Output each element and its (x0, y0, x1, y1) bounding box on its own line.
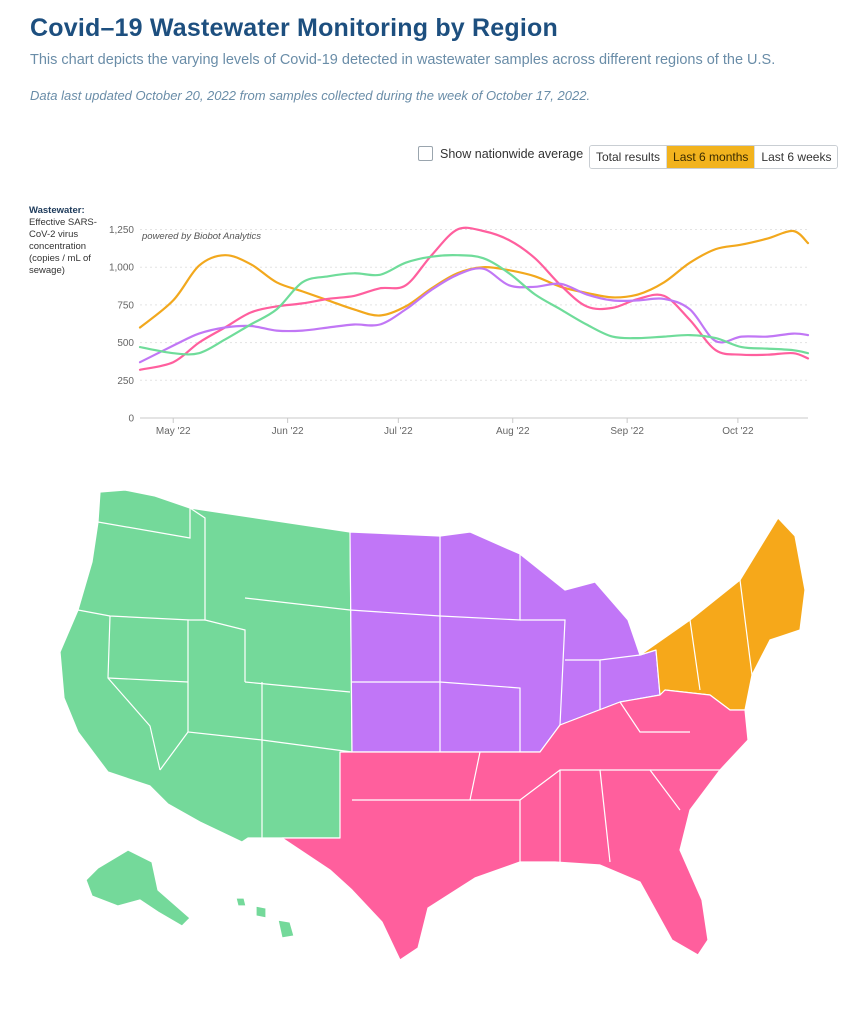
chart-series (138, 226, 810, 371)
chart-gridlines (140, 229, 808, 419)
state-borders (77, 507, 753, 863)
nationwide-average-toggle[interactable]: Show nationwide average (418, 146, 583, 161)
x-tick-label: Jul '22 (384, 426, 413, 437)
northeast-region[interactable] (639, 517, 806, 711)
south-region[interactable] (281, 689, 749, 961)
x-tick-label: Jun '22 (272, 426, 304, 437)
y-axis-label: Wastewater: Effective SARS-CoV-2 virus c… (29, 205, 101, 277)
alaska[interactable] (85, 849, 191, 927)
y-axis-label-text: Effective SARS-CoV-2 virus concentration… (29, 217, 97, 276)
x-tick-label: Oct '22 (722, 426, 754, 437)
y-tick-label: 1,250 (109, 225, 134, 236)
nationwide-average-checkbox[interactable] (418, 146, 433, 161)
y-axis-ticks: 0 250 500 750 1,000 1,250 (109, 225, 134, 424)
last-6-months-button[interactable]: Last 6 months (667, 146, 756, 168)
total-results-button[interactable]: Total results (590, 146, 668, 168)
us-regions-map (59, 489, 806, 961)
x-axis-ticks: May '22 Jun '22 Jul '22 Aug '22 Sep '22 Oct '… (156, 418, 754, 437)
y-tick-label: 500 (117, 338, 134, 349)
y-tick-label: 250 (117, 376, 134, 387)
nationwide-average-label: Show nationwide average (440, 146, 584, 161)
y-tick-label: 750 (117, 300, 134, 311)
series-line (138, 254, 810, 356)
y-tick-label: 0 (128, 414, 134, 425)
page-subtitle: This chart depicts the varying levels of… (30, 52, 776, 68)
x-tick-label: Aug '22 (496, 426, 530, 437)
series-line (138, 226, 810, 371)
series-line (138, 229, 810, 329)
y-axis-label-title: Wastewater: (29, 205, 85, 216)
x-tick-label: May '22 (156, 426, 191, 437)
chart-credit: powered by Biobot Analytics (141, 231, 261, 242)
series-line (138, 267, 810, 364)
wastewater-line-chart: 0 250 500 750 1,000 1,250 May '22 Jun '22 Jul '… (109, 225, 810, 437)
west-region[interactable] (59, 489, 353, 843)
time-range-selector: Total results Last 6 months Last 6 weeks (589, 145, 839, 169)
data-updated-note: Data last updated October 20, 2022 from … (30, 88, 591, 103)
last-6-weeks-button[interactable]: Last 6 weeks (755, 146, 838, 168)
page-title: Covid–19 Wastewater Monitoring by Region (30, 14, 558, 42)
y-tick-label: 1,000 (109, 263, 134, 274)
x-tick-label: Sep '22 (610, 426, 644, 437)
hawaii[interactable] (235, 897, 295, 939)
